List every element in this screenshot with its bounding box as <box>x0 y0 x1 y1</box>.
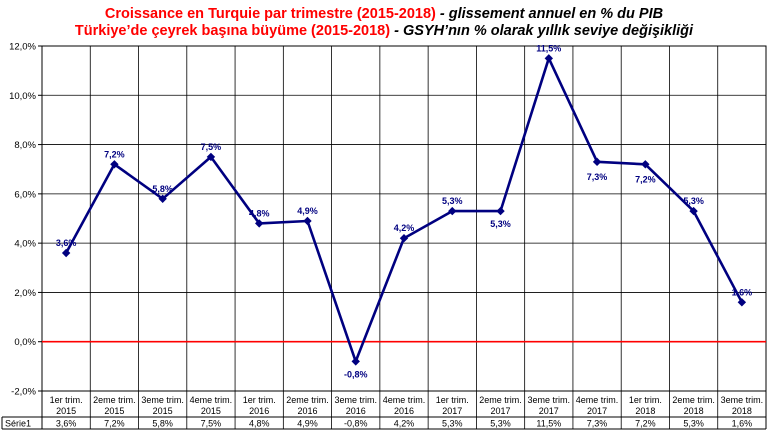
data-point-marker <box>399 234 409 243</box>
data-label: 4,2% <box>394 223 415 233</box>
data-point-marker <box>110 160 119 169</box>
y-tick-label: 12,0% <box>9 42 36 53</box>
x-tick-label-year: 2016 <box>346 406 366 416</box>
data-point-marker <box>61 248 71 258</box>
data-label: 5,3% <box>683 196 704 206</box>
y-tick-label: 8,0% <box>14 140 36 151</box>
table-cell-value: 7,2% <box>635 419 656 429</box>
x-tick-label-year: 2017 <box>587 406 607 416</box>
x-tick-label: 3eme trim. <box>721 395 764 405</box>
data-point-marker <box>255 219 264 228</box>
data-label: 3,6% <box>56 238 77 248</box>
title-french-main: Croissance en Turquie par trimestre (201… <box>104 6 436 22</box>
data-point-marker <box>448 206 457 216</box>
x-tick-label-year: 2015 <box>56 406 76 416</box>
x-tick-label: 1er trim. <box>50 395 83 405</box>
data-label: 7,2% <box>635 174 656 184</box>
chart-title-turkish: Türkiye’de çeyrek başına büyüme (2015-20… <box>0 23 768 39</box>
y-tick-label: -2,0% <box>11 387 36 398</box>
x-tick-label: 3eme trim. <box>528 395 571 405</box>
data-point-marker <box>689 206 698 216</box>
x-tick-label: 3eme trim. <box>334 395 377 405</box>
data-label: 5,3% <box>490 219 511 229</box>
x-tick-label-year: 2017 <box>442 406 462 416</box>
table-cell-value: 5,8% <box>152 419 173 429</box>
data-label: 7,3% <box>587 172 608 182</box>
table-series-name: Série1 <box>5 419 31 429</box>
data-point-marker <box>158 194 167 203</box>
x-tick-label-year: 2016 <box>297 406 317 416</box>
table-cell-value: 1,6% <box>732 419 753 429</box>
data-label: 4,8% <box>249 208 270 218</box>
x-tick-label-year: 2018 <box>635 406 655 416</box>
table-cell-value: 11,5% <box>536 419 561 429</box>
x-tick-label-year: 2015 <box>201 406 221 416</box>
table-cell-value: 4,9% <box>297 419 318 429</box>
table-cell-value: 4,2% <box>394 419 415 429</box>
x-tick-label-year: 2016 <box>394 406 414 416</box>
y-tick-label: 2,0% <box>14 288 36 299</box>
x-tick-label: 2eme trim. <box>672 395 715 405</box>
x-tick-label: 4eme trim. <box>383 395 426 405</box>
table-cell-value: 5,3% <box>490 419 511 429</box>
plot-area <box>41 45 767 392</box>
data-point-marker <box>351 357 360 366</box>
x-tick-label-year: 2015 <box>153 406 173 416</box>
x-tick-label: 2eme trim. <box>479 395 522 405</box>
y-tick-label: 6,0% <box>14 189 36 200</box>
data-label: 7,2% <box>104 149 125 159</box>
x-tick-label-year: 2018 <box>684 406 704 416</box>
x-tick-label: 3eme trim. <box>141 395 184 405</box>
data-label: -0,8% <box>344 369 368 379</box>
data-label: 11,5% <box>536 43 561 53</box>
data-label: 1,6% <box>732 287 753 297</box>
table-cell-value: 7,3% <box>587 419 608 429</box>
table-cell-value: 7,5% <box>201 419 222 429</box>
data-point-marker <box>496 206 505 216</box>
data-point-marker <box>592 157 602 167</box>
data-point-marker <box>641 160 650 169</box>
y-tick-label: 4,0% <box>14 239 36 250</box>
y-tick-label: 10,0% <box>9 91 36 102</box>
x-tick-label: 4eme trim. <box>190 395 233 405</box>
x-tick-label: 4eme trim. <box>576 395 619 405</box>
data-label: 7,5% <box>201 142 222 152</box>
data-point-marker <box>303 216 312 226</box>
y-tick-label: 0,0% <box>14 337 36 348</box>
table-cell-value: 5,3% <box>683 419 704 429</box>
data-point-marker <box>737 298 747 307</box>
x-tick-label: 2eme trim. <box>286 395 329 405</box>
table-cell-value: 5,3% <box>442 419 463 429</box>
x-tick-label: 1er trim. <box>629 395 662 405</box>
x-tick-label-year: 2017 <box>539 406 559 416</box>
data-label: 5,3% <box>442 196 463 206</box>
data-point-marker <box>206 152 216 162</box>
title-turkish-main: Türkiye’de çeyrek başına büyüme (2015-20… <box>74 23 391 39</box>
x-tick-label-year: 2018 <box>732 406 752 416</box>
x-tick-label: 1er trim. <box>243 395 276 405</box>
title-french-sub: - glissement annuel en % du PIB <box>435 6 664 22</box>
table-cell-value: 4,8% <box>249 419 270 429</box>
chart-title-french: Croissance en Turquie par trimestre (201… <box>0 6 768 22</box>
title-turkish-sub: - GSYH’nın % olarak yıllık seviye değişi… <box>390 23 694 39</box>
data-point-marker <box>544 54 553 63</box>
table-cell-value: -0,8% <box>344 419 368 429</box>
data-label: 4,9% <box>297 206 318 216</box>
x-tick-label-year: 2015 <box>104 406 124 416</box>
x-tick-label: 1er trim. <box>436 395 469 405</box>
table-cell-value: 7,2% <box>104 419 125 429</box>
x-tick-label: 2eme trim. <box>93 395 136 405</box>
table-cell-value: 3,6% <box>56 419 77 429</box>
x-tick-label-year: 2016 <box>249 406 269 416</box>
x-tick-label-year: 2017 <box>491 406 511 416</box>
data-label: 5,8% <box>152 184 173 194</box>
